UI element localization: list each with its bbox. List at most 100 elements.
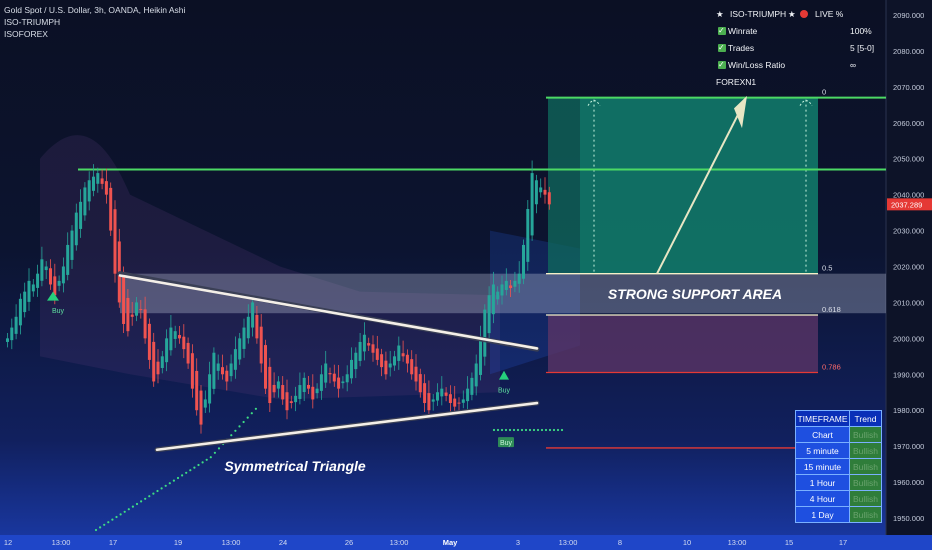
candle-body [436, 392, 439, 401]
candle-body [393, 356, 396, 366]
candle-body [444, 392, 448, 396]
column-header: Trend [849, 410, 882, 427]
arrow-head-icon [734, 95, 747, 129]
candle-body [182, 336, 186, 350]
candle-body [491, 284, 495, 315]
candle-body [461, 399, 465, 403]
trailing-stop-dot [164, 484, 167, 487]
buy-arrow-icon [499, 370, 509, 380]
candle-body [87, 180, 91, 202]
target-box [580, 97, 818, 274]
candle-body [160, 356, 164, 368]
trailing-stop-dot [115, 515, 118, 519]
trend-cell: Bullish [849, 458, 882, 475]
candle-body [6, 338, 9, 342]
candle-body [513, 280, 517, 287]
trailing-stop-dot [168, 482, 171, 485]
trailing-stop-dot [197, 463, 200, 467]
projection-arrow [656, 104, 744, 275]
candle-body [530, 173, 534, 236]
trailing-stop-dot [189, 469, 192, 472]
trailing-stop-dot [201, 461, 204, 464]
trailing-stop-dot [536, 428, 540, 432]
stat-value: 100% [850, 26, 872, 36]
trailing-stop-dot [160, 487, 163, 490]
candle-body [448, 394, 452, 404]
candle-body [294, 395, 298, 403]
candle-body [152, 341, 156, 382]
candle-body [122, 271, 126, 324]
fib-label: 0.786 [822, 362, 841, 371]
stats-title: ISO-TRIUMPH [730, 9, 787, 19]
candle-body [281, 385, 285, 400]
candle-body [199, 390, 203, 425]
trailing-stop-dot [111, 518, 114, 521]
candle-body [504, 280, 508, 290]
candle-body [337, 377, 341, 389]
time-tick-label: 15 [785, 538, 793, 547]
candle-body [453, 398, 457, 407]
trailing-stop-dot [496, 428, 500, 432]
trailing-stop-dot [131, 505, 134, 508]
table-row: 1 Hour Bullish [795, 474, 882, 491]
stat-label: Trades [728, 43, 755, 53]
price-tick-label: 2010.000 [893, 298, 924, 307]
live-dot-icon [800, 10, 808, 18]
time-tick-label: 24 [279, 538, 287, 547]
candle-body [375, 348, 379, 360]
candle-body [307, 384, 310, 389]
candle-body [221, 367, 224, 375]
price-tick-label: 2080.000 [893, 47, 924, 56]
trailing-stop-dot [544, 428, 548, 432]
trailing-stop-dot [181, 474, 184, 477]
price-tick-label: 2040.000 [893, 191, 924, 200]
candle-body [483, 309, 487, 357]
candle-body [186, 342, 190, 364]
candle-body [225, 370, 229, 382]
buy-label: Buy [500, 440, 513, 447]
candle-body [40, 259, 44, 281]
indicator-label: ISO-TRIUMPH [4, 17, 61, 27]
candle-body [212, 352, 216, 389]
time-tick-label: 17 [109, 538, 117, 547]
indicator-name: ISO-TRIUMPH [4, 17, 60, 27]
candle-body [259, 326, 263, 364]
price-tick-label: 2090.000 [893, 11, 924, 20]
support-area-label: STRONG SUPPORT AREA [608, 286, 782, 302]
candle-body [522, 244, 525, 279]
candle-body [332, 373, 336, 382]
price-axis-panel [886, 0, 932, 550]
candle-body [135, 302, 138, 316]
candle-body [289, 401, 293, 404]
column-header: TIMEFRAME [795, 410, 850, 427]
time-tick-label: 17 [839, 538, 847, 547]
candle-body [126, 297, 130, 332]
candle-body [130, 314, 134, 317]
candle-body [113, 209, 117, 274]
candle-body [246, 316, 250, 339]
candle-body [203, 399, 207, 408]
fib-label: 0.618 [822, 305, 841, 314]
trailing-stop-dot [152, 492, 155, 495]
candle-body [302, 377, 306, 393]
candle-body [509, 285, 513, 289]
price-tick-label: 2000.000 [893, 334, 924, 343]
trailing-stop-dot [540, 428, 544, 432]
price-tick-label: 1970.000 [893, 442, 924, 451]
trailing-stop-dot [242, 420, 245, 424]
candle-body [36, 273, 40, 288]
candle-body [268, 366, 272, 404]
trailing-stop-dot [238, 425, 241, 428]
time-tick-label: 13:00 [390, 538, 409, 547]
table-row: 5 minute Bullish [795, 442, 882, 459]
fib-label: 0 [822, 88, 826, 97]
stat-value: ∞ [850, 60, 857, 70]
price-tick-label: 2060.000 [893, 119, 924, 128]
trend-cell: Bullish [849, 426, 882, 443]
candle-body [414, 366, 418, 382]
trailing-stop-dot [176, 476, 180, 480]
trailing-stop-dot [127, 508, 130, 511]
candle-body [18, 298, 22, 326]
stat-value: 5 [5-0] [850, 43, 875, 53]
